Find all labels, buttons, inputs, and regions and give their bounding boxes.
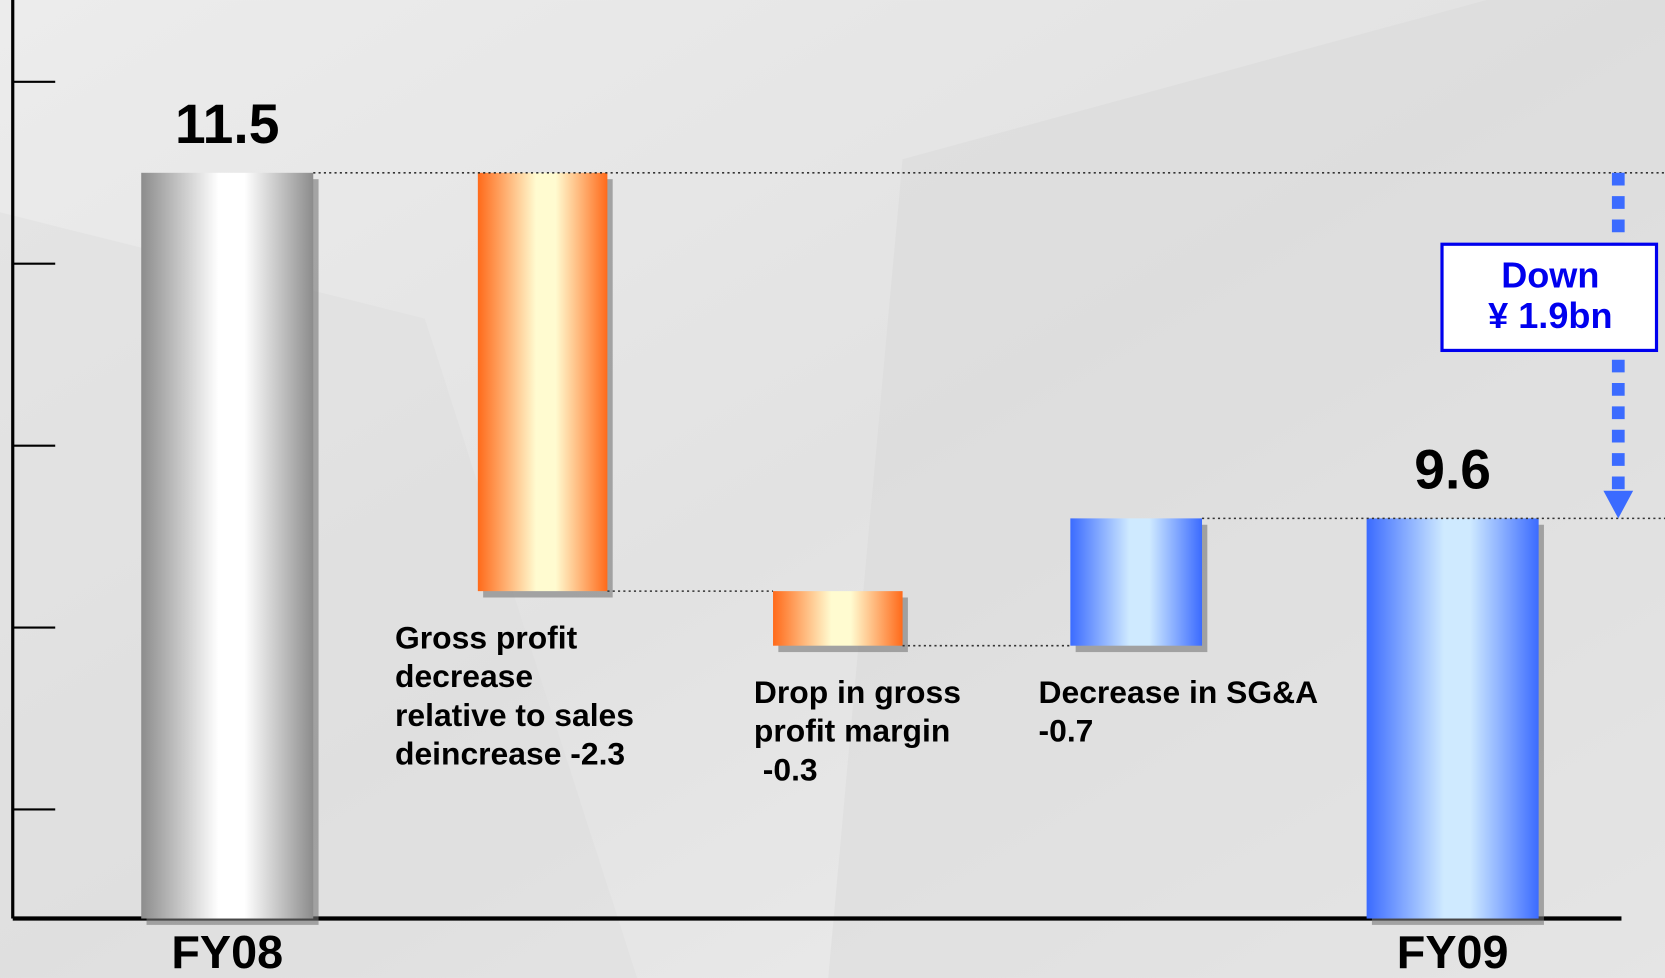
category-label: decrease: [395, 658, 533, 694]
annotation-text: Down: [1501, 255, 1599, 296]
x-tick-label: FY08: [171, 926, 283, 978]
category-label: Decrease in SG&A: [1039, 674, 1319, 710]
bar: [477, 172, 608, 592]
annotation-box: [1440, 242, 1659, 353]
bar: [773, 591, 903, 646]
category-label: Gross profit: [395, 619, 578, 655]
bar: [1070, 518, 1203, 646]
arrow-head: [1603, 490, 1634, 519]
category-label: -0.7: [1039, 713, 1094, 749]
value-label: 11.5: [175, 93, 279, 155]
category-label: -0.3: [754, 751, 818, 787]
value-label: 9.6: [1414, 438, 1491, 500]
x-tick-label: FY09: [1397, 926, 1509, 978]
annotation-text: ¥ 1.9bn: [1488, 295, 1612, 336]
category-label: deincrease -2.3: [395, 736, 625, 772]
bar: [1366, 518, 1539, 919]
category-label: profit margin: [754, 713, 950, 749]
category-label: Drop in gross: [754, 674, 961, 710]
category-label: relative to sales: [395, 697, 634, 733]
bar: [141, 172, 314, 919]
